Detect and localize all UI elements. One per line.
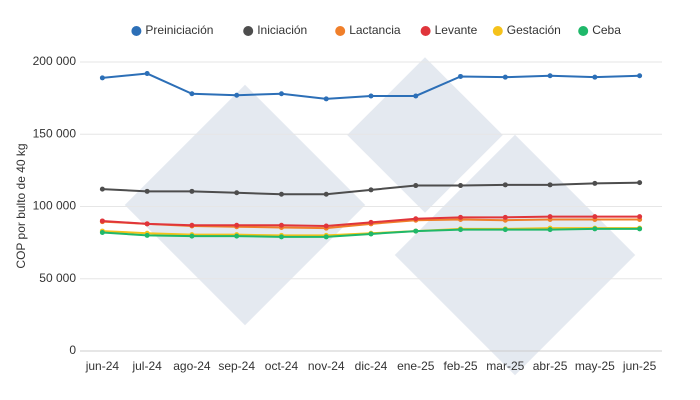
data-point [547, 214, 553, 220]
x-tick-label: may-25 [575, 359, 615, 373]
data-point [234, 92, 240, 98]
data-point [592, 226, 598, 232]
data-point [637, 214, 643, 220]
x-tick-label: sep-24 [218, 359, 255, 373]
legend-marker [335, 26, 346, 36]
y-tick-label: 100 000 [33, 199, 77, 213]
x-tick-label: abr-25 [533, 359, 568, 373]
data-point [592, 74, 598, 80]
data-point [502, 227, 508, 233]
data-point [323, 96, 329, 102]
data-point [592, 214, 598, 220]
x-tick-label: jul-24 [131, 359, 162, 373]
data-point [637, 73, 643, 79]
data-point [189, 222, 195, 228]
y-axis-label: COP por bulto de 40 kg [14, 143, 28, 268]
legend-marker [420, 26, 431, 36]
data-point [144, 221, 150, 227]
x-tick-label: feb-25 [444, 359, 478, 373]
data-point [234, 233, 240, 239]
data-point [99, 218, 105, 224]
data-point [278, 222, 284, 228]
legend-label: Ceba [592, 23, 621, 37]
data-point [323, 223, 329, 229]
legend-label: Lactancia [349, 23, 401, 37]
x-tick-label: mar-25 [486, 359, 524, 373]
x-tick-label: jun-24 [85, 359, 120, 373]
y-tick-label: 200 000 [33, 54, 77, 68]
x-tick-label: nov-24 [308, 359, 345, 373]
legend-label: Gestación [507, 23, 561, 37]
data-point [368, 187, 374, 193]
x-tick-label: dic-24 [355, 359, 388, 373]
data-point [458, 214, 464, 220]
y-tick-label: 50 000 [39, 271, 76, 285]
data-point [637, 180, 643, 186]
x-tick-label: ago-24 [173, 359, 211, 373]
data-point [502, 214, 508, 220]
data-point [234, 190, 240, 196]
data-point [189, 91, 195, 97]
data-point [234, 222, 240, 228]
data-point [413, 216, 419, 222]
data-point [413, 183, 419, 189]
data-point [368, 219, 374, 225]
legend-marker [492, 26, 503, 36]
data-point [547, 227, 553, 233]
y-tick-label: 0 [69, 343, 76, 357]
data-point [189, 188, 195, 194]
legend-label: Levante [435, 23, 478, 37]
data-point [144, 188, 150, 194]
data-point [189, 233, 195, 239]
data-point [144, 232, 150, 238]
legend-label: Iniciación [257, 23, 307, 37]
data-point [368, 231, 374, 237]
data-point [144, 71, 150, 77]
data-point [413, 93, 419, 99]
data-point [368, 93, 374, 99]
legend-marker [243, 26, 254, 36]
data-point [278, 191, 284, 197]
legend-marker [131, 26, 142, 36]
data-point [278, 234, 284, 240]
data-point [547, 73, 553, 79]
data-point [99, 186, 105, 192]
data-point [278, 91, 284, 97]
x-tick-label: ene-25 [397, 359, 435, 373]
data-point [323, 191, 329, 197]
data-point [323, 234, 329, 240]
data-point [99, 230, 105, 236]
data-point [502, 74, 508, 80]
data-point [592, 180, 598, 186]
data-point [99, 75, 105, 81]
data-point [547, 182, 553, 188]
x-tick-label: jun-25 [622, 359, 657, 373]
data-point [458, 73, 464, 79]
data-point [637, 226, 643, 232]
x-tick-label: oct-24 [265, 359, 299, 373]
data-point [413, 228, 419, 234]
legend-label: Preiniciación [145, 23, 213, 37]
y-tick-label: 150 000 [33, 126, 77, 140]
data-point [458, 227, 464, 233]
legend-marker [578, 26, 589, 36]
data-point [502, 182, 508, 188]
data-point [458, 183, 464, 189]
